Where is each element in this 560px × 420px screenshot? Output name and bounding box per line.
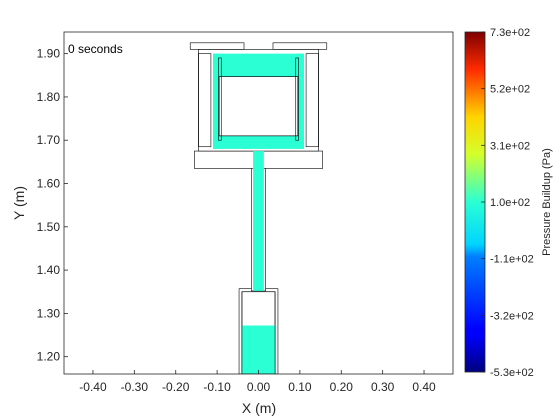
x-tick-label: -0.20 bbox=[162, 380, 190, 394]
colorbar-tick-label: 5.2e+02 bbox=[490, 84, 530, 96]
y-tick-label: 1.90 bbox=[37, 47, 61, 61]
colorbar-tick-label: -1.1e+02 bbox=[490, 254, 534, 266]
geometry-layer bbox=[189, 42, 328, 374]
y-axis: 1.20 1.30 1.40 1.50 1.60 1.70 1.80 1.90 bbox=[37, 47, 68, 364]
colorbar-tick-label: 1.0e+02 bbox=[490, 197, 530, 209]
x-axis-label: X (m) bbox=[242, 400, 276, 416]
tank-bottom bbox=[212, 135, 305, 149]
x-tick-label: 0.30 bbox=[371, 380, 395, 394]
x-tick-label: -0.10 bbox=[203, 380, 231, 394]
side-block-right bbox=[305, 53, 319, 148]
tank-top bbox=[212, 53, 305, 77]
tank-inner bbox=[218, 76, 299, 137]
y-tick-label: 1.80 bbox=[37, 90, 61, 104]
x-tick-label: -0.40 bbox=[79, 380, 107, 394]
colorbar-label: Pressure Buildup (Pa) bbox=[541, 148, 553, 256]
time-annotation: 0 seconds bbox=[68, 42, 123, 56]
x-tick-label: 0.20 bbox=[330, 380, 354, 394]
tank-right-wall bbox=[297, 53, 305, 149]
x-tick-label: 0.40 bbox=[412, 380, 436, 394]
reservoir-bottom bbox=[241, 325, 276, 374]
colorbar-tick-label: -5.3e+02 bbox=[490, 367, 534, 379]
y-tick-label: 1.40 bbox=[37, 263, 61, 277]
x-axis: -0.40 -0.30 -0.20 -0.10 0.00 0.10 0.20 0.30 0.40 bbox=[79, 370, 436, 394]
y-tick-label: 1.50 bbox=[37, 220, 61, 234]
x-tick-label: 0.00 bbox=[247, 380, 271, 394]
top-plate-right bbox=[272, 42, 328, 50]
y-tick-label: 1.30 bbox=[37, 306, 61, 320]
post-left bbox=[218, 57, 222, 141]
y-tick-label: 1.20 bbox=[37, 350, 61, 364]
x-tick-label: 0.10 bbox=[288, 380, 312, 394]
pipe bbox=[253, 151, 264, 291]
y-tick-label: 1.70 bbox=[37, 133, 61, 147]
tank-inner bbox=[218, 76, 299, 137]
post-right bbox=[295, 57, 299, 141]
top-plate-left bbox=[189, 42, 245, 50]
side-block-left bbox=[198, 53, 212, 148]
colorbar-tick-label: -3.2e+02 bbox=[490, 310, 534, 322]
x-tick-label: -0.30 bbox=[121, 380, 149, 394]
colorbar-tick-label: 7.3e+02 bbox=[490, 27, 530, 39]
colorbar-ticks: -5.3e+02 -3.2e+02 -1.1e+02 1.0e+02 3.1e+02 5.… bbox=[481, 27, 534, 379]
y-axis-label: Y (m) bbox=[11, 186, 27, 220]
tank-left-wall bbox=[212, 53, 220, 149]
y-tick-label: 1.60 bbox=[37, 177, 61, 191]
colorbar-tick-label: 3.1e+02 bbox=[490, 140, 530, 152]
